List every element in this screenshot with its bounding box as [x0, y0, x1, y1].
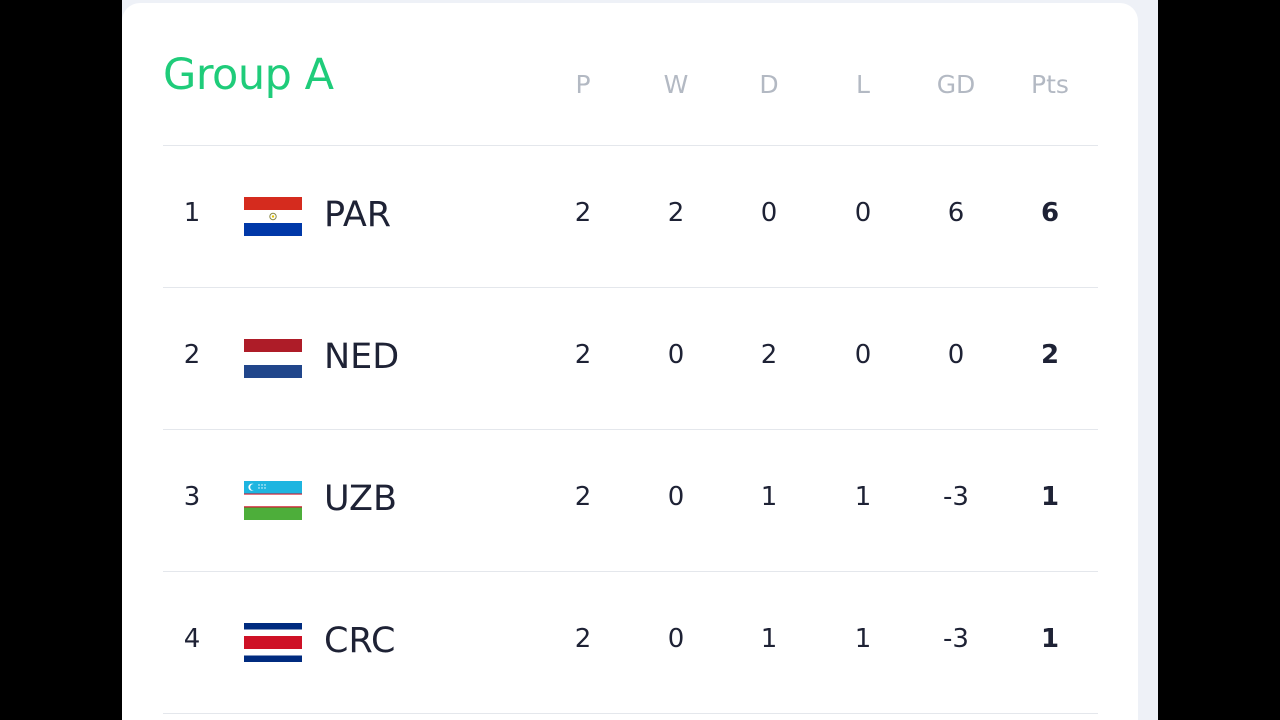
stat-drawn: 1	[760, 482, 778, 512]
column-header-played: P	[575, 70, 591, 99]
row-divider	[163, 713, 1098, 714]
team-name: PAR	[324, 195, 392, 235]
stat-played: 2	[574, 482, 592, 512]
row-divider	[163, 571, 1098, 572]
position-number: 4	[183, 624, 201, 654]
table-row[interactable]: 3 UZB 2 0 1 1 -3 1	[0, 430, 1280, 571]
team-name: CRC	[324, 621, 396, 661]
netherlands-flag-icon	[244, 339, 302, 378]
stat-points: 6	[1040, 198, 1060, 228]
column-header-points: Pts	[1031, 70, 1069, 99]
position-number: 2	[183, 340, 201, 370]
stat-lost: 1	[854, 624, 872, 654]
costa-rica-flag-icon	[244, 623, 302, 662]
uzbekistan-flag-icon	[244, 481, 302, 520]
stat-played: 2	[574, 624, 592, 654]
stat-drawn: 1	[760, 624, 778, 654]
stat-goal-difference: 6	[947, 198, 965, 228]
stat-drawn: 0	[760, 198, 778, 228]
row-divider	[163, 145, 1098, 146]
column-header-drawn: D	[759, 70, 779, 99]
stat-lost: 1	[854, 482, 872, 512]
stat-lost: 0	[854, 340, 872, 370]
table-row[interactable]: 2 NED 2 0 2 0 0 2	[0, 288, 1280, 429]
row-divider	[163, 287, 1098, 288]
stat-points: 1	[1040, 482, 1060, 512]
stat-goal-difference: -3	[943, 624, 969, 654]
row-divider	[163, 429, 1098, 430]
stat-points: 2	[1040, 340, 1060, 370]
stat-won: 2	[667, 198, 685, 228]
paraguay-flag-icon	[244, 197, 302, 236]
column-header-won: W	[663, 70, 689, 99]
table-row[interactable]: 4 CRC 2 0 1 1 -3 1	[0, 572, 1280, 713]
stat-points: 1	[1040, 624, 1060, 654]
stat-lost: 0	[854, 198, 872, 228]
stat-goal-difference: 0	[947, 340, 965, 370]
stat-goal-difference: -3	[943, 482, 969, 512]
position-number: 1	[183, 198, 201, 228]
group-title: Group A	[163, 50, 334, 100]
column-header-lost: L	[856, 70, 870, 99]
table-row[interactable]: 1 PAR 2 2 0 0 6 6	[0, 146, 1280, 287]
team-name: UZB	[324, 479, 397, 519]
stat-drawn: 2	[760, 340, 778, 370]
stat-won: 0	[667, 482, 685, 512]
stat-played: 2	[574, 340, 592, 370]
column-header-goal-difference: GD	[936, 70, 976, 99]
position-number: 3	[183, 482, 201, 512]
stat-played: 2	[574, 198, 592, 228]
stat-won: 0	[667, 340, 685, 370]
team-name: NED	[324, 337, 400, 377]
stat-won: 0	[667, 624, 685, 654]
